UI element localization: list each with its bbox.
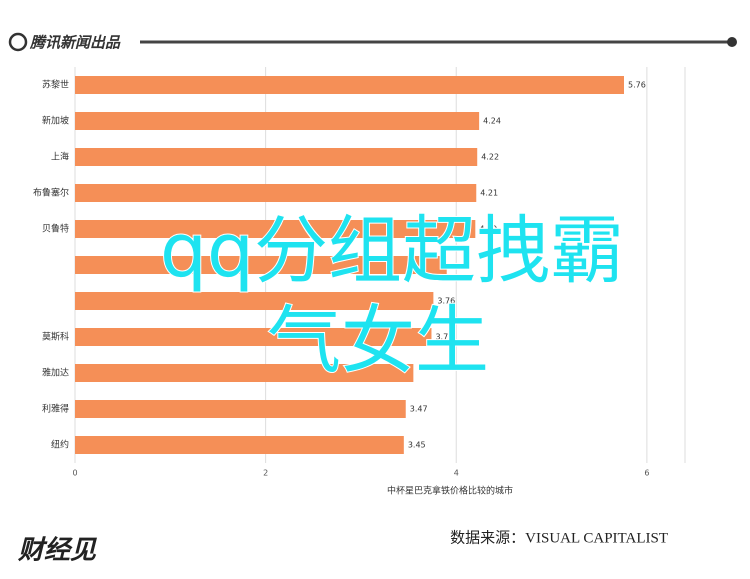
bar: [75, 256, 447, 274]
bar: [75, 436, 404, 454]
value-label: 3.45: [408, 441, 426, 450]
footer-logo: 财经见: [17, 536, 97, 566]
y-tick-label: 纽约: [51, 439, 69, 451]
overlay-title: qq分组超拽霸气女生: [160, 208, 624, 384]
bar: [75, 76, 624, 94]
bar: [75, 220, 476, 238]
value-label: 4.21: [480, 189, 498, 198]
bar: [75, 328, 432, 346]
value-label: 5.76: [628, 81, 646, 90]
bar: [75, 184, 477, 202]
value-label: 3.76: [437, 297, 455, 306]
y-tick-label: 新加坡: [42, 115, 69, 127]
bar: [75, 292, 434, 310]
y-tick-label: 雅加达: [42, 367, 69, 379]
value-label: 4.22: [481, 153, 499, 162]
source: 数据来源：VISUAL CAPITALIST: [450, 529, 668, 546]
bar: [75, 400, 406, 418]
value-label: 3.74: [435, 333, 453, 342]
y-tick-label: 利雅得: [42, 403, 69, 415]
x-tick-label: 0: [72, 469, 77, 478]
logo-icon: [8, 32, 28, 52]
value-label: 4.24: [483, 117, 501, 126]
bar: [75, 364, 414, 382]
x-tick-label: 4: [454, 469, 459, 478]
y-tick-label: 布鲁塞尔: [33, 187, 69, 199]
value-label: 3.47: [410, 405, 428, 414]
bar: [75, 148, 478, 166]
bar: [75, 112, 480, 130]
x-axis-title: 中杯星巴克拿铁价格比较的城市: [387, 485, 513, 497]
x-tick-label: 2: [263, 469, 268, 478]
value-label: 4.20: [479, 225, 497, 234]
x-tick-label: 6: [644, 469, 649, 478]
y-tick-label: 莫斯科: [42, 331, 69, 343]
brand: 腾讯新闻出品: [29, 34, 121, 52]
y-tick-label: 苏黎世: [42, 79, 69, 91]
header-dot: [727, 37, 737, 47]
y-tick-label: 上海: [51, 151, 69, 163]
plot: 0 2 4 6 苏黎世 5.76 新加坡 4.24 上海 4.22 布鲁塞尔 4.21 贝鲁特 4.20 3…: [33, 67, 686, 478]
y-tick-label: 贝鲁特: [42, 223, 69, 235]
